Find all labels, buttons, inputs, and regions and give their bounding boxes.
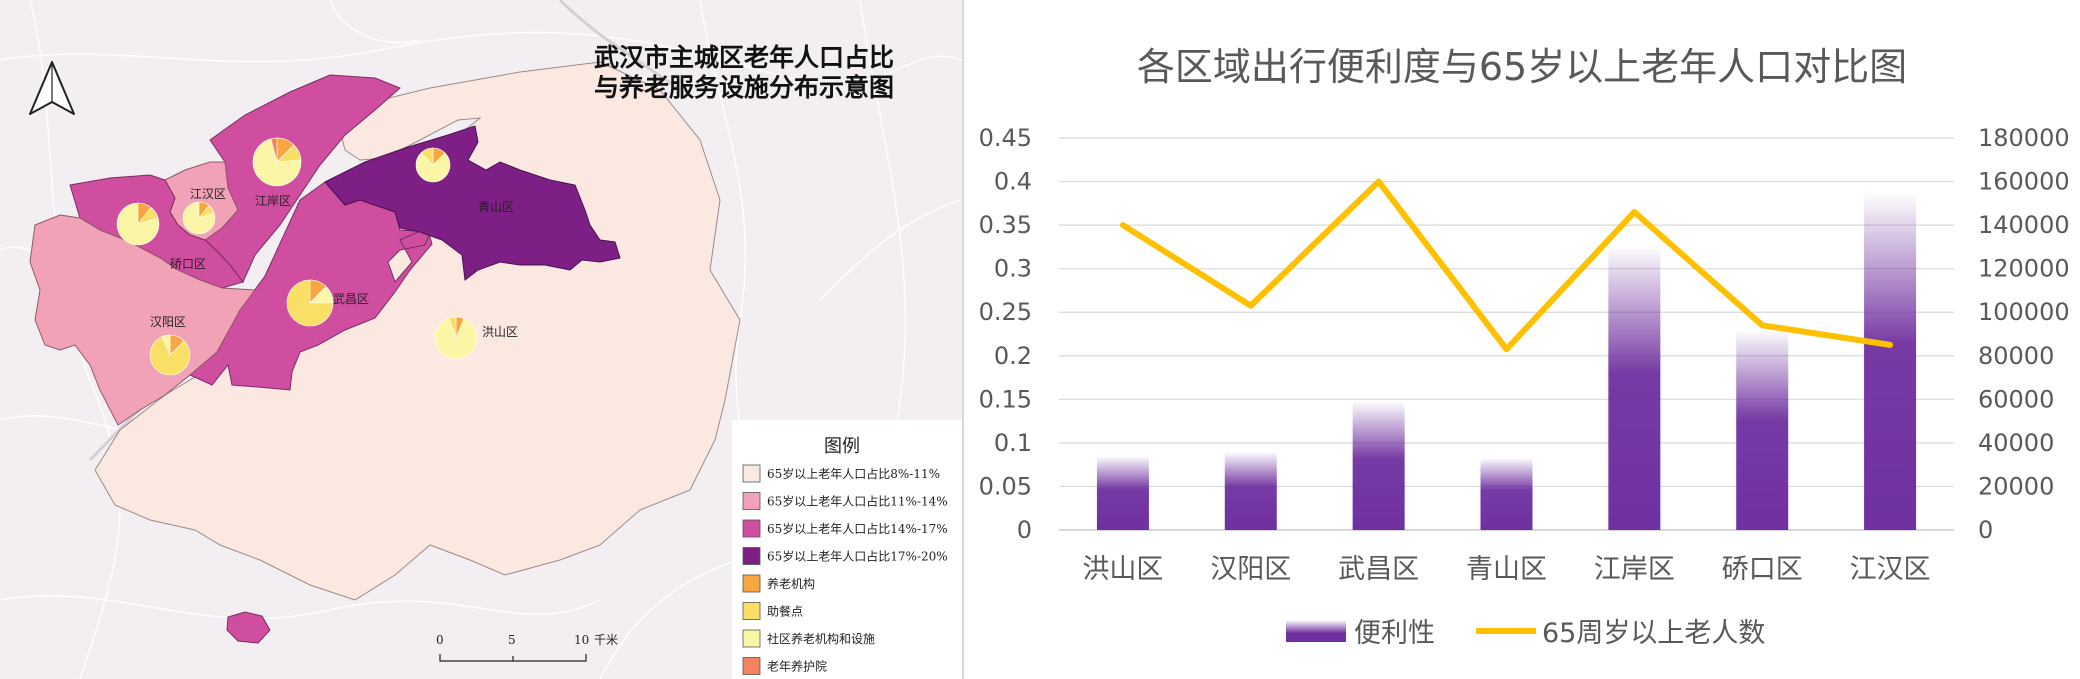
chart-panel: 各区域出行便利度与65岁以上老年人口对比图 0 0.05 0.1 0.15 0.2 0.2…: [964, 0, 2080, 679]
chart-legend: 便利性 65周岁以上老人数: [1286, 618, 1765, 649]
category-axis: 洪山区 汉阳区 武昌区 青山区 江岸区 硚口区 江汉区: [1082, 554, 1930, 585]
left-tick-label: 0.4: [994, 168, 1032, 196]
series-line: [1119, 178, 1894, 353]
legend-item-label: 65岁以上老年人口占比11%-14%: [767, 494, 948, 509]
map-title-line2: 与养老服务设施分布示意图: [594, 73, 894, 102]
map-svg: 江汉区 江岸区 硚口区 青山区 汉阳区 武昌区 洪山区 武汉市主城区老年人口占比…: [0, 0, 962, 679]
left-tick-label: 0.35: [979, 211, 1032, 239]
legend-swatch: [742, 629, 761, 648]
district-label: 硚口区: [170, 257, 206, 271]
right-tick-label: 60000: [1978, 385, 2054, 413]
legend-item-label: 老年养护院: [767, 659, 827, 674]
legend-swatch: [742, 492, 761, 510]
legend-swatch: [742, 574, 761, 593]
left-tick-label: 0.3: [994, 255, 1032, 283]
category-label: 江岸区: [1594, 554, 1675, 585]
pie-marker-qiaokou: [116, 202, 160, 246]
legend-label-bar: 便利性: [1354, 618, 1435, 649]
pie-markers: [116, 137, 478, 376]
left-tick-label: 0.25: [979, 298, 1032, 326]
bar: [1224, 451, 1277, 530]
left-tick-label: 0.45: [979, 124, 1032, 152]
left-axis: 0 0.05 0.1 0.15 0.2 0.25 0.3 0.35 0.4 0.45: [979, 124, 1032, 544]
legend-item-label: 65岁以上老年人口占比8%-11%: [767, 466, 940, 481]
legend-item-label: 65岁以上老年人口占比14%-17%: [767, 521, 948, 536]
line-series: [1119, 178, 1894, 353]
legend-swatch: [742, 547, 761, 565]
bar: [1480, 457, 1533, 530]
right-tick-label: 80000: [1978, 342, 2054, 370]
category-label: 江汉区: [1850, 554, 1931, 585]
north-arrow-icon: [29, 61, 75, 115]
left-tick-label: 0.05: [979, 472, 1032, 500]
scale-bar: 0 5 10 千米: [436, 633, 618, 662]
bar: [1096, 455, 1149, 530]
bar: [1608, 245, 1661, 530]
right-tick-label: 40000: [1978, 429, 2054, 457]
category-label: 硚口区: [1722, 554, 1803, 585]
bar: [1864, 192, 1917, 530]
right-tick-label: 120000: [1978, 255, 2070, 283]
category-label: 汉阳区: [1210, 554, 1291, 585]
legend-swatch: [742, 464, 761, 483]
right-tick-label: 0: [1978, 516, 1993, 544]
legend-swatch: [742, 657, 761, 675]
left-tick-label: 0.1: [994, 429, 1032, 457]
pie-marker-jiangan: [252, 137, 302, 187]
right-tick-label: 160000: [1978, 168, 2070, 196]
bar: [1736, 329, 1789, 530]
scale-tick: 10: [574, 633, 589, 647]
panel-divider: [962, 0, 964, 679]
legend-item-label: 65岁以上老年人口占比17%-20%: [767, 549, 948, 564]
legend-item-label: 养老机构: [767, 576, 815, 591]
right-tick-label: 20000: [1978, 472, 2054, 500]
scale-tick: 5: [508, 633, 516, 647]
left-tick-label: 0: [1017, 516, 1032, 544]
pie-marker-hongshan: [434, 316, 478, 360]
district-label: 江汉区: [190, 187, 226, 201]
map-panel: 江汉区 江岸区 硚口区 青山区 汉阳区 武昌区 洪山区 武汉市主城区老年人口占比…: [0, 0, 962, 679]
category-label: 洪山区: [1082, 554, 1163, 585]
district-qingshan: [324, 125, 621, 281]
chart-title: 各区域出行便利度与65岁以上老年人口对比图: [1137, 45, 1907, 89]
scale-tick: 0: [436, 633, 444, 647]
district-hongshan-island: [226, 611, 271, 644]
right-tick-label: 100000: [1978, 298, 2070, 326]
left-tick-label: 0.15: [979, 385, 1032, 413]
bar: [1352, 401, 1405, 530]
pie-marker-qingshan: [415, 147, 451, 183]
district-label: 洪山区: [482, 325, 518, 339]
legend-swatch: [742, 519, 761, 538]
grid-lines: [1059, 137, 1954, 531]
right-tick-label: 180000: [1978, 124, 2070, 152]
chart-svg: 各区域出行便利度与65岁以上老年人口对比图 0 0.05 0.1 0.15 0.2 0.2…: [979, 45, 2070, 649]
right-tick-label: 140000: [1978, 211, 2070, 239]
pie-marker-hanyang: [149, 334, 191, 376]
district-label: 江岸区: [255, 194, 291, 208]
district-label: 武昌区: [333, 292, 369, 306]
left-tick-label: 0.2: [994, 342, 1032, 370]
bar-series: [1096, 192, 1917, 530]
district-label: 青山区: [478, 200, 514, 214]
scale-unit: 千米: [594, 633, 618, 647]
category-label: 武昌区: [1338, 554, 1419, 585]
legend-swatch: [742, 602, 761, 620]
category-label: 青山区: [1466, 554, 1547, 585]
pie-marker-jianghan: [182, 201, 216, 235]
right-axis: 0 20000 40000 60000 80000 100000 120000 140000 1…: [1978, 124, 2070, 544]
legend-title: 图例: [824, 436, 860, 457]
district-label: 汉阳区: [150, 315, 186, 329]
legend-label-line: 65周岁以上老人数: [1542, 618, 1765, 649]
legend-swatch-bar: [1286, 620, 1346, 642]
legend-item-label: 助餐点: [767, 604, 803, 619]
pie-marker-wuchang: [286, 279, 334, 327]
map-title-line1: 武汉市主城区老年人口占比: [594, 43, 894, 72]
legend-item-label: 社区养老机构和设施: [767, 631, 875, 646]
map-legend: 图例 65岁以上老年人口占比8%-11% 65岁以上老年人口占比11%-14% 65…: [732, 420, 962, 679]
